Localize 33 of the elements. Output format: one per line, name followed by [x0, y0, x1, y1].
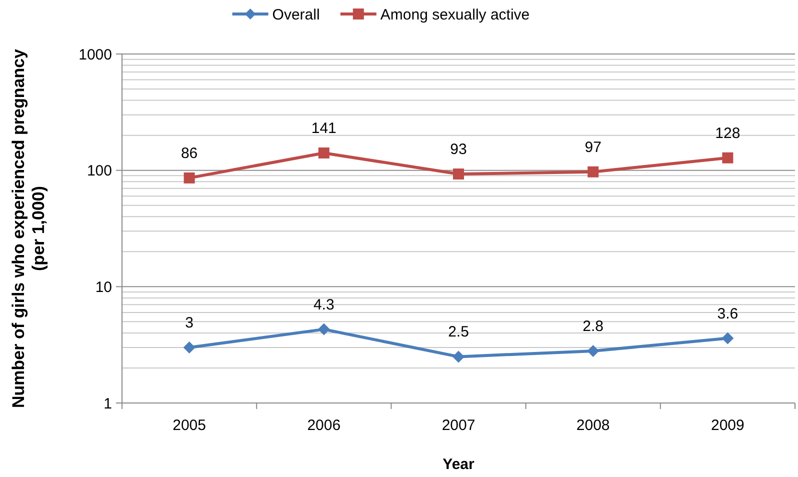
x-axis-title: Year — [442, 456, 475, 473]
point — [587, 344, 600, 357]
point — [452, 350, 464, 363]
data-label: 3 — [185, 314, 194, 332]
data-label: 141 — [311, 120, 336, 137]
x-tick-label: 2005 — [172, 417, 206, 434]
data-label: 2.8 — [582, 318, 604, 335]
point — [318, 323, 330, 336]
y-tick-label: 10 — [95, 278, 112, 296]
point — [184, 172, 195, 184]
point — [588, 166, 599, 178]
data-label: 3.6 — [717, 305, 738, 322]
y-axis-title: Number of girls who experienced pregnancy (per 1,000) — [9, 48, 48, 408]
y-tick-label: 1000 — [78, 46, 112, 64]
data-label: 86 — [180, 144, 198, 162]
x-tick-label: 2006 — [307, 417, 341, 434]
point — [318, 147, 330, 158]
data-label: 2.5 — [448, 324, 469, 341]
point — [722, 152, 734, 164]
data-label: 4.3 — [313, 296, 334, 314]
data-label: 128 — [715, 124, 740, 142]
point — [453, 168, 464, 180]
y-tick-label: 100 — [86, 162, 112, 180]
x-tick-label: 2009 — [711, 417, 744, 434]
point — [722, 332, 734, 344]
x-tick-label: 2008 — [576, 417, 610, 434]
data-label: 93 — [450, 141, 467, 158]
point — [183, 341, 196, 354]
legend-label: Overall — [272, 6, 320, 24]
legend-label: Among sexually active — [380, 6, 530, 24]
data-label: 97 — [584, 138, 602, 156]
y-tick-label: 1 — [104, 395, 112, 412]
x-tick-label: 2007 — [442, 417, 476, 434]
